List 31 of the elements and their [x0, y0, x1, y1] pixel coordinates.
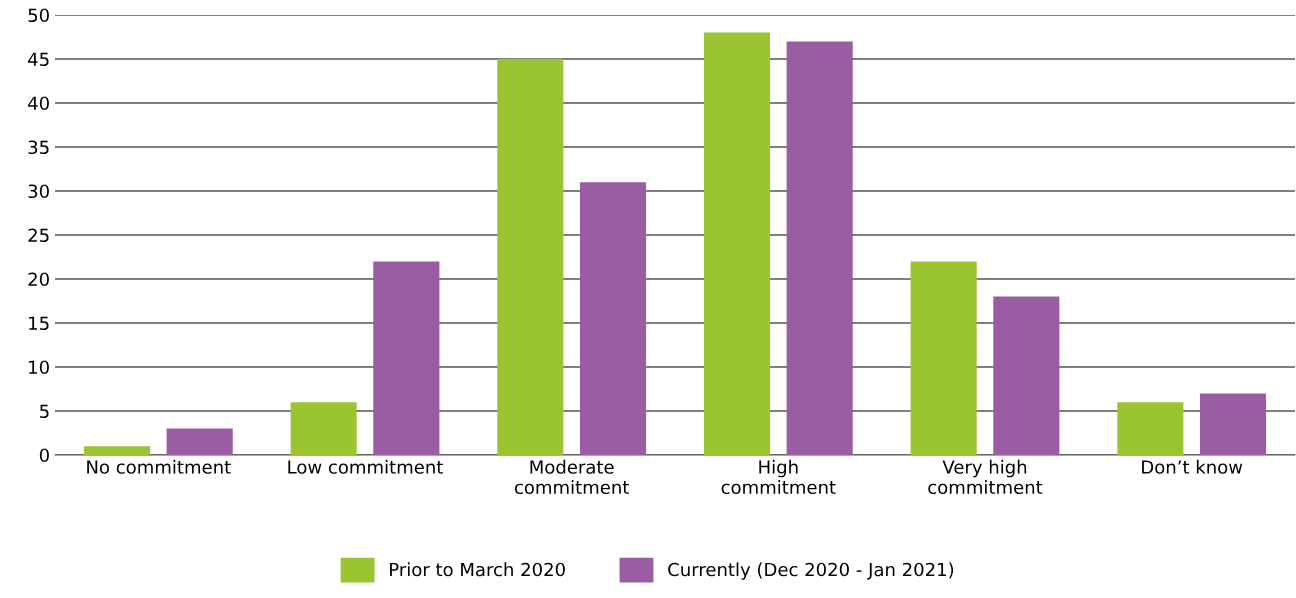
y-tick-label: 40: [28, 96, 49, 111]
x-tick-label: High commitment: [721, 459, 836, 495]
bar: [579, 182, 647, 455]
legend-label: Currently (Dec 2020 - Jan 2021): [668, 562, 954, 580]
x-tick-label: Very high commitment: [928, 459, 1043, 495]
y-tick-label: 35: [28, 140, 49, 155]
bar: [373, 261, 440, 455]
bar: [786, 41, 853, 455]
y-tick-label: 50: [28, 8, 49, 23]
legend-label: Prior to March 2020: [390, 562, 565, 577]
x-tick-label: Don’t know: [1142, 459, 1243, 474]
x-tick-label: Low commitment: [288, 459, 443, 474]
y-tick-label: 0: [39, 448, 49, 463]
y-tick-label: 10: [29, 360, 49, 375]
y-tick-label: 30: [28, 184, 49, 199]
y-tick-label: 15: [29, 316, 49, 331]
bar: [703, 32, 771, 455]
x-tick-label: No commitment: [87, 459, 231, 474]
bar: [497, 59, 564, 455]
y-tick-label: 45: [28, 52, 49, 67]
bar: [993, 296, 1060, 455]
x-tick-label: Moderate commitment: [514, 459, 629, 495]
bar: [1117, 402, 1184, 455]
bar: [166, 428, 233, 455]
y-tick-label: 5: [40, 404, 49, 419]
bar: [290, 402, 357, 455]
y-tick-label: 20: [28, 272, 49, 287]
bar: [83, 446, 151, 455]
bar: [910, 261, 977, 455]
bar: [1199, 393, 1267, 455]
y-tick-label: 25: [28, 228, 49, 243]
